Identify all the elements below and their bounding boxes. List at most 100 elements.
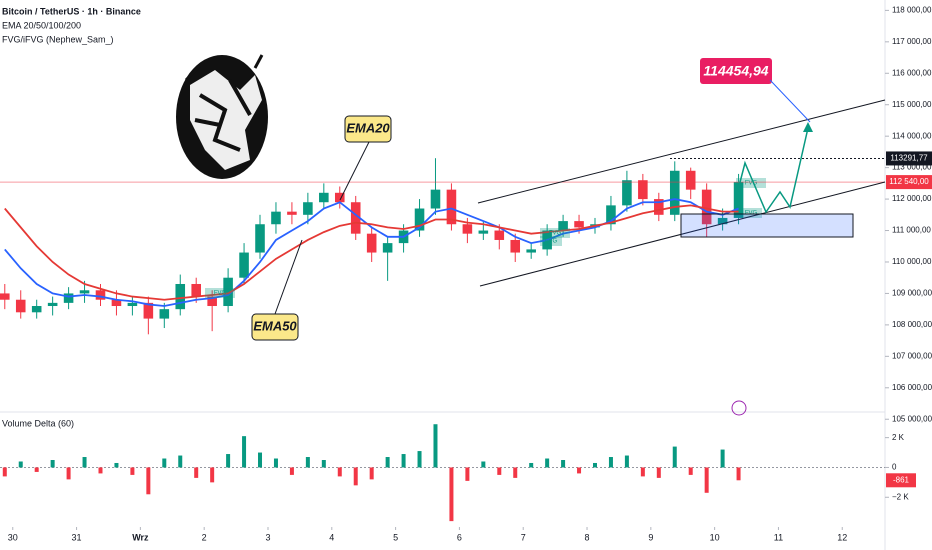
delta-tag (886, 473, 916, 488)
x-tick-label: 5 (393, 532, 398, 542)
candle-body (175, 283, 186, 310)
delta-bar (385, 457, 390, 468)
delta-label: -861 (893, 475, 910, 484)
callout-label: EMA20 (346, 120, 390, 135)
delta-bar (273, 458, 278, 468)
candle-body (430, 189, 441, 209)
candle-body (31, 306, 42, 313)
x-tick-label: 9 (648, 532, 653, 542)
x-tick-label: 7 (521, 532, 526, 542)
candle-body (622, 180, 632, 206)
callout-box (344, 115, 392, 143)
y-tick-label: 113 000,00 (892, 163, 932, 172)
delta-bar (545, 458, 550, 468)
delta-bar (592, 462, 597, 468)
candle-body (366, 233, 377, 253)
candle-body (414, 208, 425, 231)
delta-bar (401, 454, 406, 468)
y-tick-label: 107 000,00 (892, 351, 932, 360)
candle-body (63, 293, 74, 303)
candle-body (350, 202, 361, 234)
x-tick-label: 12 (837, 532, 847, 542)
candle-body (191, 283, 201, 297)
delta-bar (82, 457, 87, 468)
delta-bar (114, 462, 119, 468)
fvg-box (736, 178, 766, 188)
fvg-box (540, 228, 570, 238)
candle-body (127, 302, 138, 307)
candle-body (79, 290, 90, 294)
delta-bar (146, 467, 151, 495)
candle-body (669, 170, 680, 215)
delta-bar (66, 467, 71, 480)
candle-body (15, 299, 26, 313)
delta-bar (98, 467, 103, 474)
level-tag (886, 151, 932, 166)
delta-bar (704, 467, 709, 493)
y-tick-label: 109 000,00 (892, 289, 932, 298)
y-tick-label: −2 K (892, 492, 909, 501)
fvg-label: FVG (214, 291, 227, 297)
x-tick-label: 31 (72, 532, 82, 542)
delta-bar (305, 457, 310, 468)
candle-body (701, 189, 712, 225)
delta-bar (736, 467, 741, 481)
candle-body (319, 192, 329, 203)
y-tick-label: 106 000,00 (892, 383, 932, 392)
delta-bar (178, 455, 183, 468)
candle-body (717, 217, 728, 225)
candle-body (574, 221, 584, 228)
candle-body (111, 299, 122, 307)
delta-bar (18, 461, 23, 468)
last-price-tag (886, 175, 932, 190)
y-tick-label: 105 000,00 (892, 414, 932, 423)
candle-body (558, 221, 568, 231)
delta-bar (321, 460, 326, 468)
candle-body (95, 290, 106, 300)
y-tick-label: 111 000,00 (892, 226, 931, 235)
fvg-label: FVG (549, 231, 562, 237)
candle-body (462, 224, 473, 234)
pane-title: Volume Delta (60) (2, 418, 74, 428)
candle-body (638, 180, 648, 200)
candle-body (159, 309, 170, 319)
x-tick-label: 3 (265, 532, 270, 542)
x-tick-label: 30 (8, 532, 18, 542)
candle-body (271, 211, 281, 225)
delta-bar (577, 467, 582, 474)
fvg-label: FVG (745, 181, 758, 187)
delta-bar (449, 467, 454, 522)
candle-body (287, 211, 297, 215)
y-tick-label: 112 000,00 (892, 194, 932, 203)
fvg-box (740, 208, 762, 218)
x-tick-label: 4 (329, 532, 334, 542)
candle-body (446, 189, 457, 225)
delta-bar (640, 467, 645, 477)
candle-body (239, 252, 249, 278)
x-tick-label: 2 (202, 532, 207, 542)
candle-body (255, 224, 265, 253)
delta-bar (210, 467, 215, 483)
delta-bar (465, 467, 470, 481)
x-tick-label: Wrz (132, 532, 149, 542)
fvg-label: FVG (545, 239, 558, 245)
y-tick-label: 110 000,00 (892, 257, 932, 266)
ema-line (4, 204, 739, 301)
delta-bar (656, 467, 661, 478)
delta-bar (481, 461, 486, 468)
indicator-label: EMA 20/50/100/200 (2, 20, 81, 30)
delta-bar (34, 467, 39, 472)
x-tick-label: 8 (585, 532, 590, 542)
candle-body (0, 293, 10, 300)
candle-body (510, 239, 521, 253)
target-label: 114454,94 (703, 63, 768, 79)
callout-box (251, 313, 299, 341)
event-icon[interactable] (731, 400, 747, 416)
delta-bar (194, 467, 199, 478)
candle-body (606, 205, 616, 225)
candle-body (382, 243, 393, 253)
callout-label: EMA50 (253, 318, 297, 333)
delta-bar (2, 467, 7, 477)
delta-bar (162, 458, 167, 468)
